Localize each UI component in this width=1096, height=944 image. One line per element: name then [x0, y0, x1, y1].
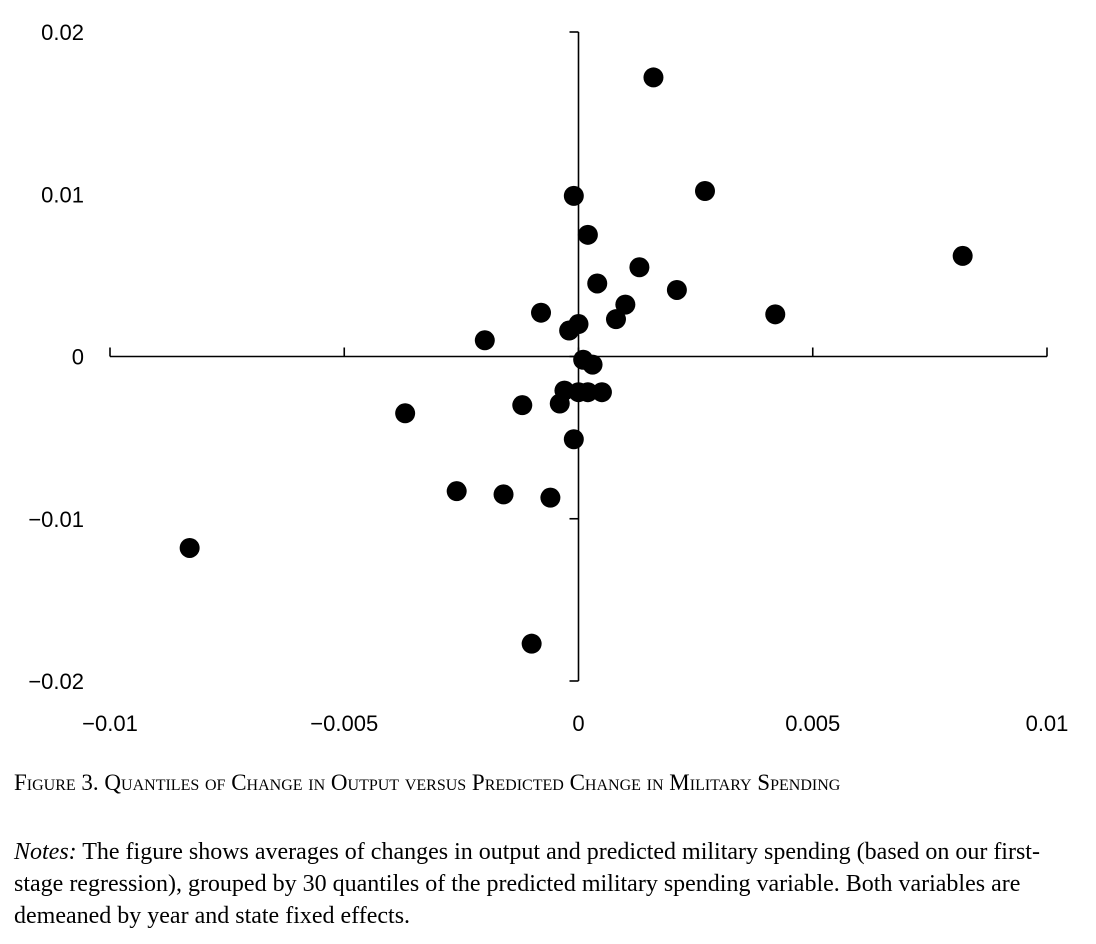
- data-point: [559, 320, 580, 341]
- data-point: [395, 403, 416, 424]
- data-point: [474, 330, 495, 351]
- data-point: [591, 382, 612, 403]
- y-tick-label: 0: [72, 345, 84, 370]
- data-point: [587, 273, 608, 294]
- data-point: [952, 245, 973, 266]
- notes-label: Notes:: [14, 839, 77, 865]
- y-tick-label: 0.01: [41, 182, 84, 207]
- data-point: [577, 382, 598, 403]
- data-point: [694, 181, 715, 202]
- x-tick-label: 0: [572, 711, 584, 736]
- data-point: [531, 302, 552, 323]
- data-point: [582, 354, 603, 375]
- data-point: [615, 294, 636, 315]
- data-point: [563, 429, 584, 450]
- tick-labels: −0.01 −0.005 0 0.005 0.01 −0.02 −0.01 0 0.01 0.02: [28, 20, 1068, 736]
- notes-text: The figure shows averages of changes in …: [14, 839, 1040, 929]
- x-tick-label: 0.005: [785, 711, 840, 736]
- data-point: [446, 481, 467, 502]
- data-point: [493, 484, 514, 505]
- x-tick-label: −0.01: [82, 711, 138, 736]
- data-point: [512, 395, 533, 416]
- data-point: [666, 279, 687, 300]
- figure-notes: Notes: The figure shows averages of chan…: [14, 836, 1080, 932]
- data-point: [629, 257, 650, 278]
- data-point: [179, 537, 200, 558]
- scatter-chart: −0.01 −0.005 0 0.005 0.01 −0.02 −0.01 0 0.01 0.02: [28, 20, 1068, 736]
- data-point: [521, 633, 542, 654]
- data-point: [605, 309, 626, 330]
- figure-caption: Figure 3. Quantiles of Change in Output …: [14, 770, 841, 795]
- data-point: [643, 67, 664, 88]
- data-point: [549, 393, 570, 414]
- data-point: [540, 487, 561, 508]
- y-tick-label: −0.02: [28, 669, 84, 694]
- x-tick-label: −0.005: [310, 711, 378, 736]
- data-point: [765, 304, 786, 325]
- y-tick-label: −0.01: [28, 507, 84, 532]
- data-point: [563, 185, 584, 206]
- data-point: [577, 224, 598, 245]
- x-tick-label: 0.01: [1026, 711, 1069, 736]
- y-tick-label: 0.02: [41, 20, 84, 45]
- data-points: [179, 67, 973, 654]
